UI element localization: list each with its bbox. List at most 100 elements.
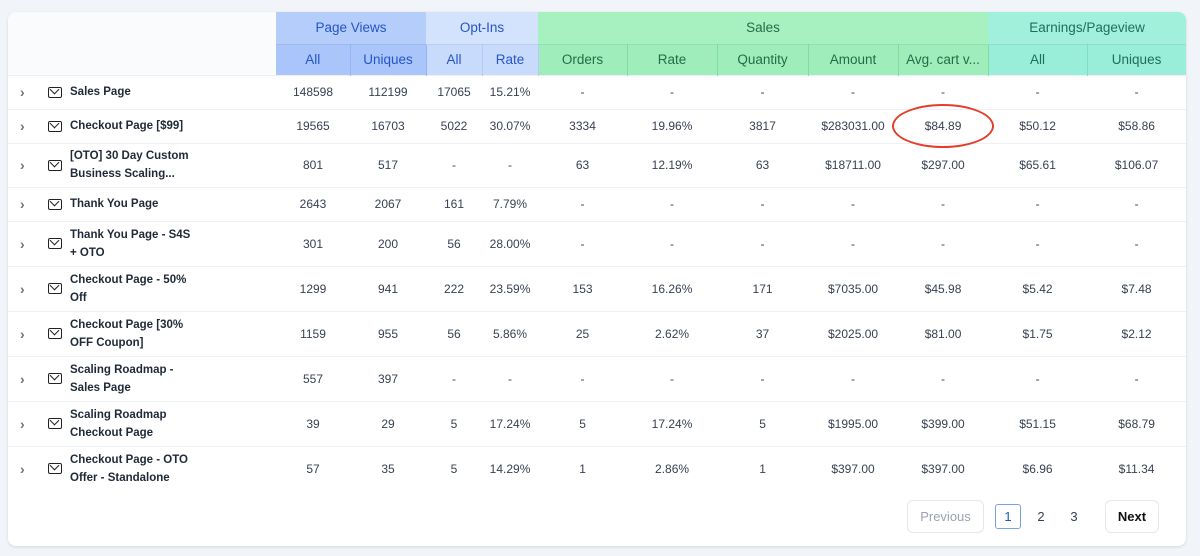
cell-value: - (1087, 74, 1186, 109)
header-blank (8, 12, 276, 76)
cell-value: - (717, 74, 809, 109)
cell-value: 16703 (350, 108, 427, 143)
pagination: Previous 1 2 3 Next (907, 500, 1159, 533)
cell-value: 17.24% (482, 400, 539, 446)
column-header[interactable]: Rate (482, 44, 539, 75)
mail-icon (48, 198, 62, 210)
chevron-right-icon[interactable]: › (20, 460, 25, 477)
cell-value: 5022 (426, 108, 483, 143)
cell-value: 1 (538, 445, 628, 491)
cell-value: $50.12 (988, 108, 1088, 143)
table-row[interactable]: › Sales Page 148598 112199 17065 15.21% - - - - - -… (8, 74, 1186, 109)
cell-value: $5.42 (988, 265, 1088, 311)
page-2-button[interactable]: 2 (1037, 509, 1045, 524)
chevron-right-icon[interactable]: › (20, 415, 25, 432)
page-name: Checkout Page - 50% Off (70, 273, 187, 304)
page-name-cell: › Thank You Page - S4S + OTO (8, 220, 276, 266)
table-row[interactable]: › Thank You Page - S4S + OTO 301 200 56 28.00… (8, 220, 1186, 266)
mail-icon (48, 283, 62, 294)
cell-value: - (717, 220, 809, 266)
table-row[interactable]: › [OTO] 30 Day Custom Business Scaling...… (8, 142, 1186, 187)
column-header[interactable]: All (426, 44, 483, 75)
chevron-right-icon[interactable]: › (20, 280, 25, 297)
cell-value: 30.07% (482, 108, 539, 143)
chevron-right-icon[interactable]: › (20, 157, 25, 173)
group-sales: Sales (538, 12, 989, 45)
cell-value: 955 (350, 310, 427, 356)
column-header[interactable]: Avg. cart v... (898, 44, 989, 75)
cell-value: - (988, 220, 1088, 266)
page-name: [OTO] 30 Day Custom Business Scaling... (70, 150, 189, 180)
page-name-cell: › Checkout Page - 50% Off (8, 265, 276, 311)
cell-value: $397.00 (808, 445, 899, 491)
table-row[interactable]: › Scaling Roadmap - Sales Page 557 397- - - - -… (8, 355, 1186, 401)
cell-value: $11.34 (1087, 445, 1186, 491)
cell-value: 39 (276, 400, 350, 446)
cell-value: $106.07 (1087, 142, 1186, 187)
column-header[interactable]: Uniques (350, 44, 427, 75)
table-row[interactable]: › Checkout Page - OTO Offer - Standalone 5… (8, 445, 1186, 491)
column-header[interactable]: Amount (808, 44, 899, 75)
page-name-cell: › Scaling Roadmap Checkout Page (8, 400, 276, 446)
cell-value: $1.75 (988, 310, 1088, 356)
page-name-cell: › Checkout Page - OTO Offer - Standalone (8, 445, 276, 491)
next-button[interactable]: Next (1105, 500, 1159, 533)
cell-value: $6.96 (988, 445, 1088, 491)
column-header[interactable]: Rate (627, 44, 718, 75)
cell-value: 200 (350, 220, 427, 266)
mail-icon (48, 238, 62, 249)
table-row[interactable]: › Thank You Page 2643 2067 161 7.79% - - - - - - - (8, 186, 1186, 221)
mail-icon (48, 463, 62, 475)
cell-value: - (988, 186, 1088, 221)
chevron-right-icon[interactable]: › (20, 235, 25, 252)
page-1-button[interactable]: 1 (995, 504, 1021, 529)
column-header[interactable]: All (276, 44, 351, 75)
page-name: Checkout Page - OTO Offer - Standalone (70, 453, 189, 484)
page-name: Thank You Page (70, 198, 159, 210)
cell-value: - (808, 186, 899, 221)
cell-value: 7.79% (482, 186, 539, 221)
page-name: Sales Page (70, 86, 131, 98)
mail-icon (48, 328, 62, 339)
chevron-right-icon[interactable]: › (20, 84, 25, 100)
page-name-cell: › [OTO] 30 Day Custom Business Scaling... (8, 142, 276, 187)
mail-icon (48, 86, 62, 98)
chevron-right-icon[interactable]: › (20, 325, 25, 342)
cell-value: - (898, 220, 989, 266)
column-header[interactable]: Uniques (1087, 44, 1186, 75)
cell-value: $283031.00 (808, 108, 899, 143)
table-row[interactable]: › Checkout Page - 50% Off 1299 941 222 23.59%… (8, 265, 1186, 311)
cell-value: $297.00 (898, 142, 989, 187)
cell-value: $7.48 (1087, 265, 1186, 311)
cell-value: - (988, 74, 1088, 109)
chevron-right-icon[interactable]: › (20, 370, 25, 387)
previous-button[interactable]: Previous (907, 500, 984, 533)
group-opt-ins: Opt-Ins (426, 12, 539, 45)
cell-value: - (627, 186, 718, 221)
mail-icon (48, 373, 62, 384)
cell-value: $65.61 (988, 142, 1088, 187)
cell-value: 35 (350, 445, 427, 491)
cell-value: 63 (717, 142, 809, 187)
column-header[interactable]: Orders (538, 44, 628, 75)
cell-value: $397.00 (898, 445, 989, 491)
chevron-right-icon[interactable]: › (20, 118, 25, 134)
column-header[interactable]: All (988, 44, 1088, 75)
page-name-cell: › Checkout Page [30% OFF Coupon] (8, 310, 276, 356)
page-3-button[interactable]: 3 (1070, 509, 1078, 524)
page-name: Checkout Page [30% OFF Coupon] (70, 318, 184, 349)
chevron-right-icon[interactable]: › (20, 196, 25, 212)
cell-value: 2643 (276, 186, 350, 221)
cell-value: 3334 (538, 108, 628, 143)
cell-value: $81.00 (898, 310, 989, 356)
table-row[interactable]: › Scaling Roadmap Checkout Page 39 29 5 17.24… (8, 400, 1186, 446)
cell-value: 29 (350, 400, 427, 446)
column-header[interactable]: Quantity (717, 44, 809, 75)
cell-value: 801 (276, 142, 350, 187)
cell-value: - (627, 74, 718, 109)
table-row[interactable]: › Checkout Page [$99] 19565 16703 5022 30.07%… (8, 108, 1186, 143)
table-row[interactable]: › Checkout Page [30% OFF Coupon] 1159 955 56… (8, 310, 1186, 356)
cell-value: 171 (717, 265, 809, 311)
cell-value: 17065 (426, 74, 483, 109)
cell-value: 37 (717, 310, 809, 356)
